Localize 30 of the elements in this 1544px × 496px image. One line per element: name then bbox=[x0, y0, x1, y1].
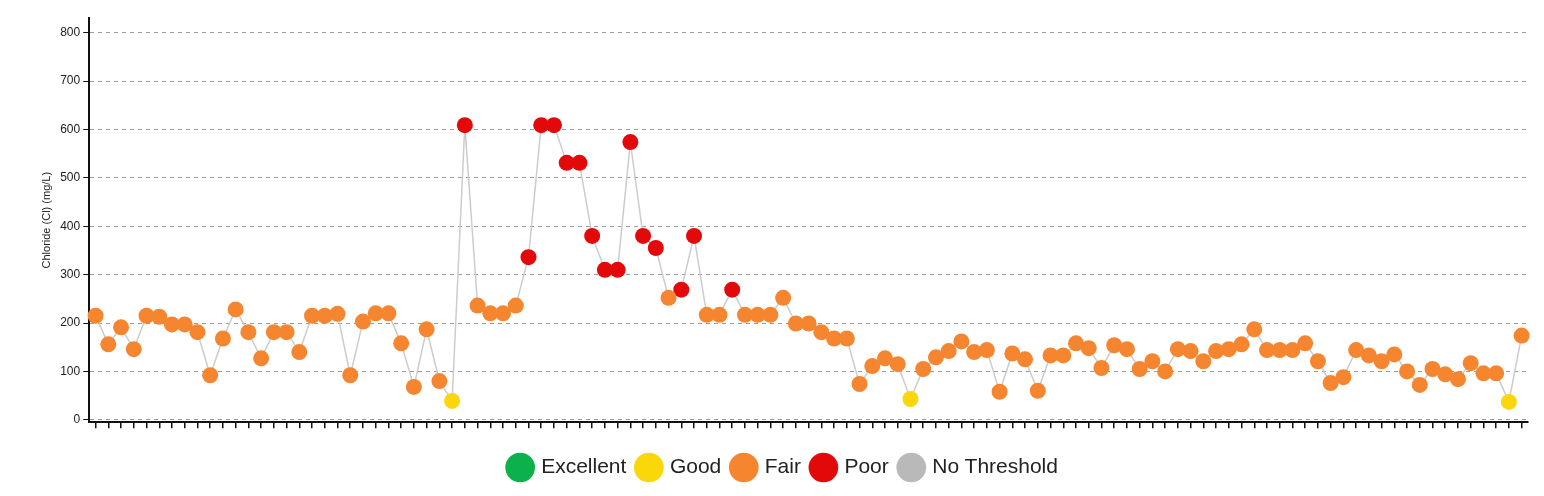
y-tick-label: 400 bbox=[60, 218, 81, 233]
legend-label: Excellent bbox=[541, 454, 627, 478]
legend-label: Poor bbox=[844, 454, 889, 478]
y-tick-label: 700 bbox=[60, 73, 81, 88]
point bbox=[571, 154, 588, 171]
point bbox=[673, 281, 690, 298]
point bbox=[724, 281, 741, 298]
y-tick-label: 800 bbox=[60, 25, 81, 40]
y-tick-label: 100 bbox=[60, 363, 81, 378]
point bbox=[444, 392, 461, 409]
point bbox=[545, 117, 562, 134]
point bbox=[520, 249, 537, 266]
point bbox=[609, 261, 626, 278]
point bbox=[1500, 393, 1517, 410]
y-tick-label: 0 bbox=[73, 412, 81, 427]
point bbox=[622, 134, 639, 151]
point bbox=[902, 390, 919, 407]
y-tick-label: 600 bbox=[60, 121, 81, 136]
point bbox=[635, 227, 652, 244]
y-axis-title: Chloride (Cl) (mg/L) bbox=[39, 171, 52, 269]
y-tick-label: 500 bbox=[60, 170, 81, 185]
point bbox=[686, 227, 703, 244]
y-tick-label: 300 bbox=[60, 266, 81, 281]
legend-label: Good bbox=[669, 454, 722, 478]
y-tick-label: 200 bbox=[60, 315, 81, 330]
legend-label: No Threshold bbox=[932, 454, 1058, 478]
point bbox=[456, 117, 473, 134]
point bbox=[584, 227, 601, 244]
legend-label: Fair bbox=[764, 454, 801, 478]
point bbox=[647, 240, 664, 257]
